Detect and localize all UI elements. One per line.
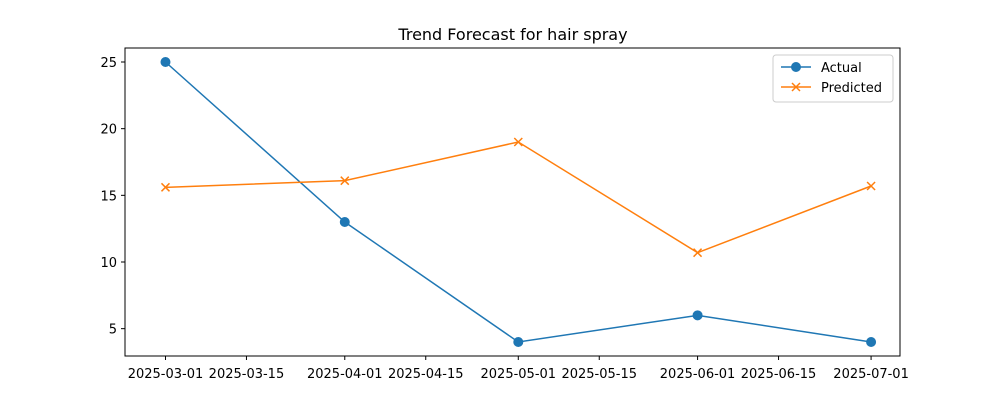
x-tick-label: 2025-05-15 bbox=[561, 367, 637, 382]
data-point-actual bbox=[866, 337, 877, 347]
chart-title: Trend Forecast for hair spray bbox=[397, 25, 627, 44]
x-tick-label: 2025-07-01 bbox=[833, 367, 909, 382]
data-point-actual bbox=[513, 337, 524, 347]
y-tick-label: 25 bbox=[100, 56, 117, 71]
y-tick-label: 10 bbox=[100, 256, 117, 271]
legend-marker-actual bbox=[791, 62, 801, 72]
plot-axes: 5 10 15 20 25 2025-03-01 2025-03-15 2025-04-01 2… bbox=[100, 47, 909, 382]
y-tick-label: 20 bbox=[100, 123, 117, 138]
x-tick-label: 2025-06-01 bbox=[660, 367, 736, 382]
x-tick-label: 2025-03-01 bbox=[128, 367, 204, 382]
x-tick-label: 2025-05-01 bbox=[481, 367, 557, 382]
data-point-actual bbox=[692, 310, 703, 321]
data-point-predicted bbox=[340, 176, 350, 186]
legend-label-predicted: Predicted bbox=[821, 81, 882, 96]
data-point-actual bbox=[160, 57, 171, 67]
legend-marker-predicted bbox=[791, 82, 801, 92]
data-point-predicted bbox=[866, 181, 876, 191]
plot-series bbox=[160, 57, 877, 347]
data-point-actual bbox=[339, 217, 350, 227]
legend: Actual Predicted bbox=[772, 54, 894, 103]
y-tick-label: 5 bbox=[109, 323, 117, 338]
x-tick-label: 2025-04-01 bbox=[307, 367, 383, 382]
plot-frame bbox=[124, 47, 901, 357]
data-point-predicted bbox=[513, 137, 523, 147]
data-point-predicted bbox=[160, 182, 171, 192]
x-tick-label: 2025-04-15 bbox=[388, 367, 464, 382]
series-line-predicted bbox=[165, 141, 872, 254]
data-point-predicted bbox=[693, 248, 703, 258]
y-tick-label: 15 bbox=[100, 189, 117, 204]
legend-label-actual: Actual bbox=[821, 61, 862, 76]
x-tick-label: 2025-03-15 bbox=[209, 367, 285, 382]
x-tick-label: 2025-06-15 bbox=[741, 367, 817, 382]
series-line-actual bbox=[164, 61, 872, 343]
